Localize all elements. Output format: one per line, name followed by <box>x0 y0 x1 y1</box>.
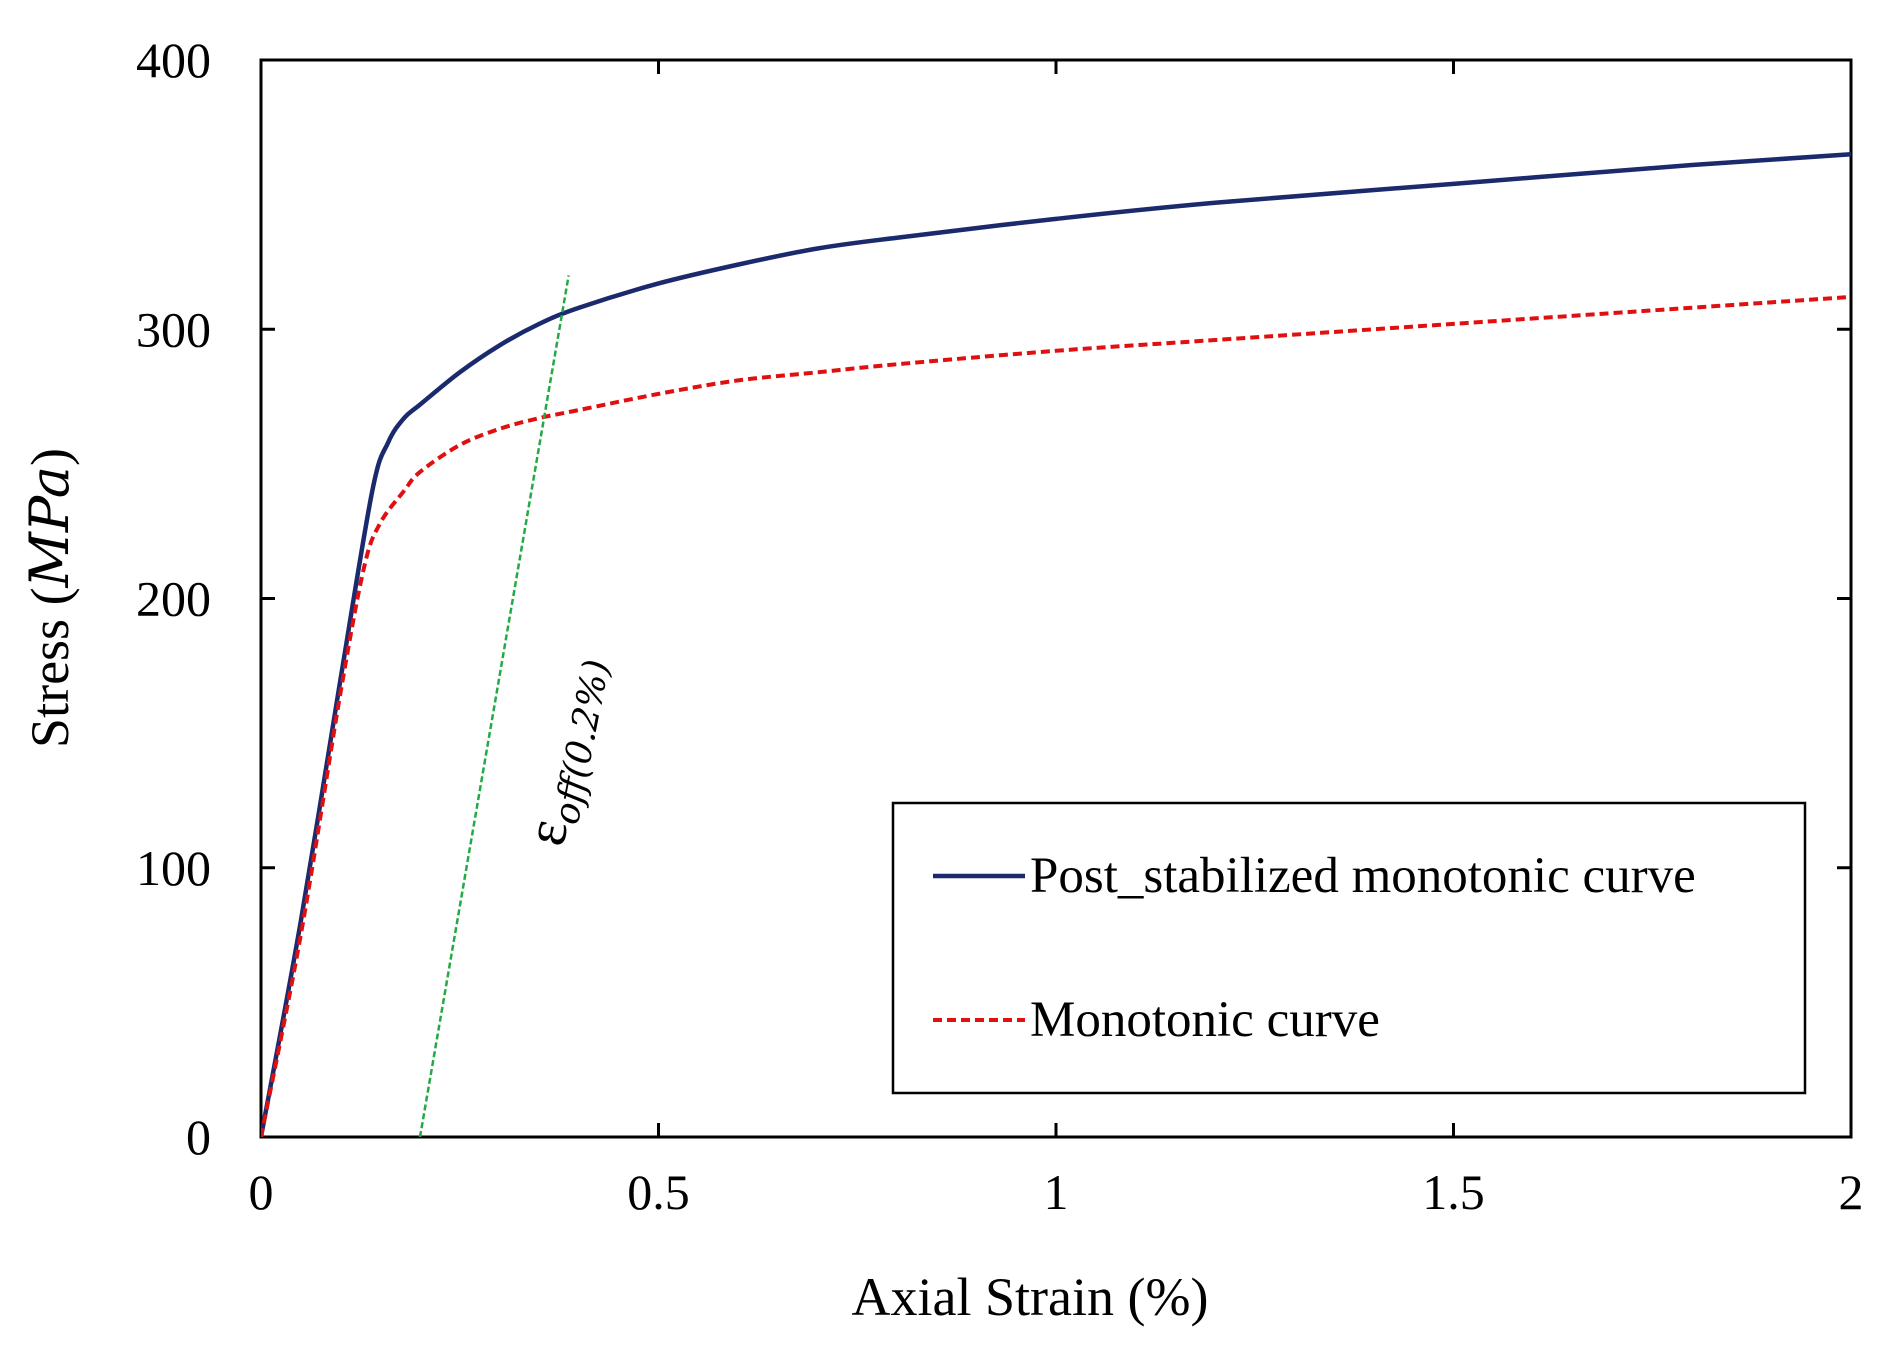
legend-label-monotonic: Monotonic curve <box>1030 992 1380 1048</box>
y-tick-label: 200 <box>136 571 211 627</box>
series-line-post-stabilized-monotonic-curve <box>261 151 1851 1137</box>
x-tick-label: 1 <box>1044 1164 1069 1220</box>
x-tick-label: 0.5 <box>627 1164 690 1220</box>
series-layer <box>261 151 1851 1137</box>
y-axis-label: Stress (MPa) <box>18 448 81 748</box>
series-line-offset-line <box>418 275 570 1137</box>
x-axis-ticks: 0 0.5 1 1.5 2 <box>249 60 1864 1220</box>
legend: Post_stabilized monotonic curve Monotoni… <box>891 801 1807 1095</box>
offset-strain-annotation: εoff(0.2%) <box>512 650 618 851</box>
legend-box <box>891 801 1807 1095</box>
y-axis-ticks: 0 100 200 300 400 <box>136 32 1851 1165</box>
x-axis-label: Axial Strain (%) <box>852 1267 1209 1327</box>
x-tick-label: 0 <box>249 1164 274 1220</box>
y-tick-label: 100 <box>136 840 211 896</box>
y-tick-label: 300 <box>136 301 211 357</box>
y-tick-label: 0 <box>186 1109 211 1165</box>
x-tick-label: 2 <box>1839 1164 1864 1220</box>
y-tick-label: 400 <box>136 32 211 88</box>
x-tick-label: 1.5 <box>1422 1164 1485 1220</box>
legend-label-post-stabilized: Post_stabilized monotonic curve <box>1030 848 1696 904</box>
